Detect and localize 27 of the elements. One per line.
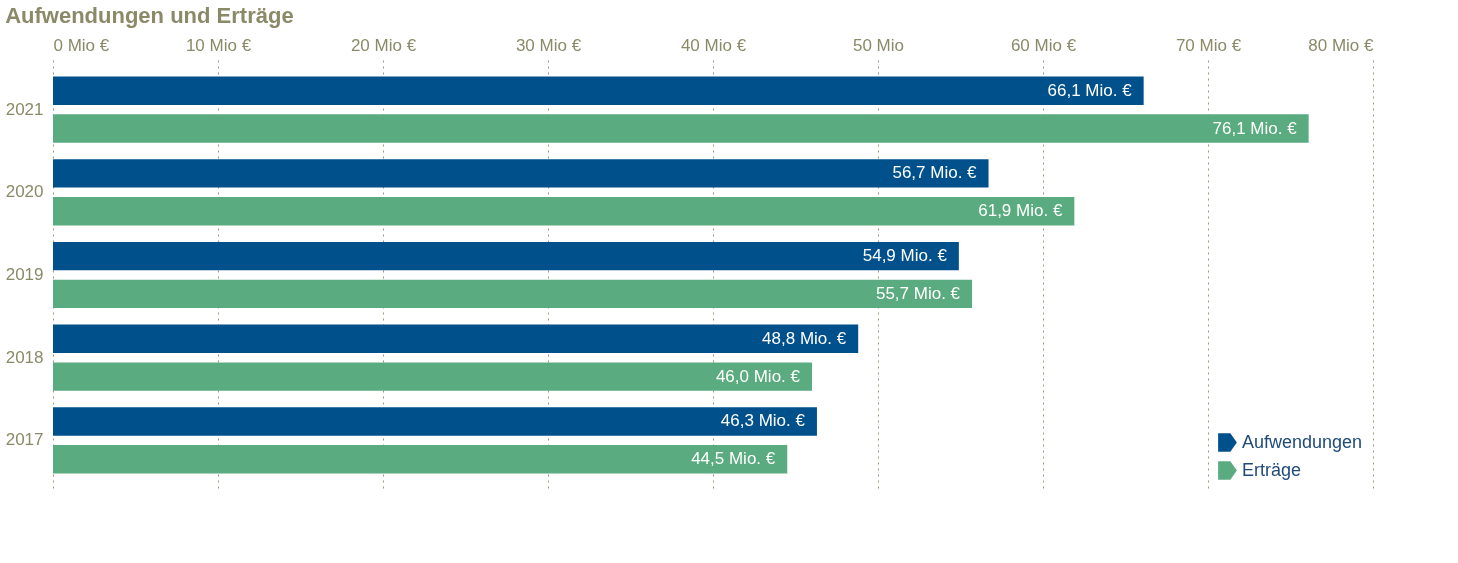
x-tick-label: 50 Mio (852, 35, 905, 55)
y-tick-label: 2018 (5, 347, 44, 367)
data-label: 48,8 Mio. € (762, 328, 847, 348)
x-tick-label: 20 Mio € (350, 35, 417, 55)
y-tick-label: 2017 (5, 430, 44, 450)
data-label: 46,3 Mio. € (720, 411, 806, 431)
data-label: 56,7 Mio. € (892, 163, 978, 183)
x-tick-label: 80 Mio € (1308, 35, 1375, 55)
chart-title: Aufwendungen und Erträge (5, 3, 294, 28)
x-tick-label: 0 Mio € (53, 35, 110, 55)
x-tick-label: 60 Mio € (1010, 35, 1077, 55)
x-tick-label: 30 Mio € (515, 35, 582, 55)
x-tick-label: 70 Mio € (1175, 35, 1242, 55)
data-label: 66,1 Mio. € (1047, 80, 1133, 100)
data-label: 61,9 Mio. € (978, 201, 1063, 221)
x-tick-label: 40 Mio € (680, 35, 747, 55)
y-tick-label: 2021 (5, 99, 44, 119)
data-label: 54,9 Mio. € (862, 246, 948, 266)
data-label: 55,7 Mio. € (875, 283, 961, 303)
data-label: 46,0 Mio. € (715, 366, 801, 386)
legend-label: Erträge (1242, 459, 1302, 480)
y-tick-label: 2019 (5, 265, 44, 284)
data-label: 44,5 Mio. € (691, 449, 776, 469)
y-tick-label: 2020 (5, 182, 44, 202)
data-label: 76,1 Mio. € (1212, 118, 1298, 138)
x-tick-label: 10 Mio € (185, 35, 252, 55)
legend-label: Aufwendungen (1242, 431, 1363, 452)
